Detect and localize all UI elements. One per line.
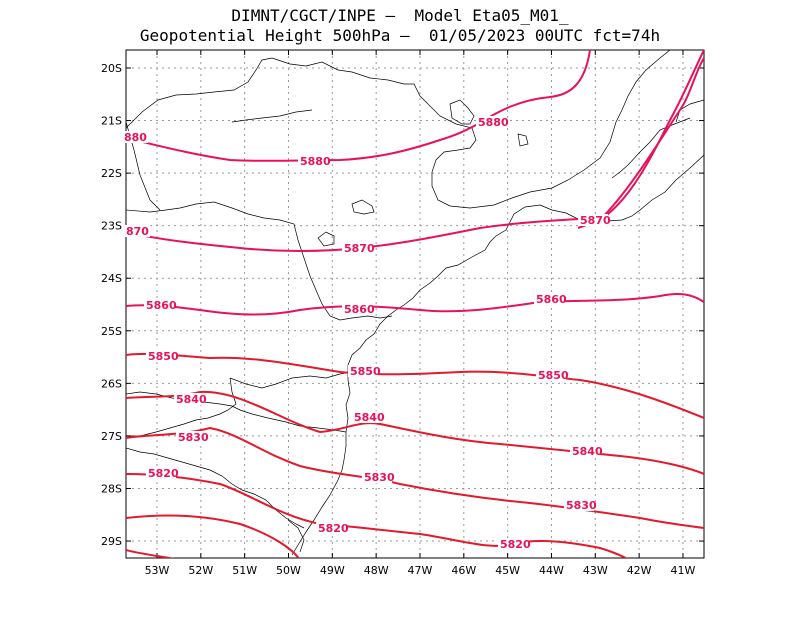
lon-label-44w: 44W xyxy=(539,564,564,577)
lat-label-28s: 28S xyxy=(101,482,122,495)
lat-label-22s: 22S xyxy=(101,167,122,180)
lat-label-29s: 29S xyxy=(101,535,122,548)
lon-label-46w: 46W xyxy=(451,564,476,577)
country-border-argentina xyxy=(126,377,237,437)
contour-5870-branch xyxy=(599,57,704,221)
contour-label-5850-b: 5850 xyxy=(350,365,381,378)
state-border-ms-pr xyxy=(126,201,393,321)
contour-label-5840-b: 5840 xyxy=(354,411,385,424)
contour-label-5850-c: 5850 xyxy=(538,369,569,382)
lon-label-48w: 48W xyxy=(364,564,389,577)
state-border-pr-sc xyxy=(229,371,353,389)
contour-label-5830-a: 5830 xyxy=(178,431,209,444)
lat-label-21s: 21S xyxy=(101,115,122,128)
reservoir-2 xyxy=(351,199,375,215)
lon-label-52w: 52W xyxy=(188,564,213,577)
contour-5810 xyxy=(126,514,300,558)
contour-5880 xyxy=(126,50,591,162)
contour-label-5840-c: 5840 xyxy=(572,445,603,458)
axis-ticks xyxy=(126,50,704,558)
contour-label-5830-c: 5830 xyxy=(566,499,597,512)
lat-label-23s: 23S xyxy=(101,220,122,233)
contour-5880-right xyxy=(577,50,704,229)
contour-5800 xyxy=(126,549,175,558)
longitude-labels: 53W 52W 51W 50W 49W 48W 47W 46W 45W 44W 43W 42W 41W xyxy=(145,564,696,577)
contour-label-5820-a: 5820 xyxy=(148,467,179,480)
lon-label-43w: 43W xyxy=(583,564,608,577)
state-border-ms-go xyxy=(126,57,427,129)
lon-label-53w: 53W xyxy=(145,564,170,577)
lon-label-45w: 45W xyxy=(495,564,520,577)
contour-5820 xyxy=(126,473,628,558)
contour-label-5850-a: 5850 xyxy=(148,350,179,363)
state-border-mg-ba xyxy=(611,117,691,179)
lat-label-20s: 20S xyxy=(101,62,122,75)
contour-labels: 880 5880 5880 870 5870 5870 5860 5860 58… xyxy=(122,116,611,551)
contour-label-5880-right: 5880 xyxy=(478,116,509,129)
contour-label-5860-a: 5860 xyxy=(146,299,177,312)
contour-label-5860-b: 5860 xyxy=(344,303,375,316)
contour-5860 xyxy=(126,293,704,316)
plot-frame xyxy=(125,49,705,559)
contour-label-5870-right: 5870 xyxy=(580,214,611,227)
lon-label-51w: 51W xyxy=(232,564,257,577)
contour-label-5840-a: 5840 xyxy=(176,393,207,406)
lat-label-25s: 25S xyxy=(101,325,122,338)
lon-label-47w: 47W xyxy=(408,564,433,577)
contour-5850 xyxy=(126,352,704,419)
state-border-mg-sp xyxy=(425,50,671,209)
reservoir-1 xyxy=(449,99,475,125)
contour-label-870: 870 xyxy=(126,225,149,238)
lat-label-24s: 24S xyxy=(101,272,122,285)
contour-5830 xyxy=(126,426,704,529)
coastline xyxy=(291,154,704,556)
reservoir-3 xyxy=(317,231,335,247)
contour-label-5870: 5870 xyxy=(344,242,375,255)
contour-label-5880: 5880 xyxy=(300,155,331,168)
lon-label-49w: 49W xyxy=(320,564,345,577)
lat-label-26s: 26S xyxy=(101,377,122,390)
title-line-1: DIMNT/CGCT/INPE – Model Eta05_M01_ xyxy=(231,6,569,25)
contour-label-880: 880 xyxy=(124,131,147,144)
boundaries xyxy=(126,50,704,556)
lon-label-41w: 41W xyxy=(671,564,696,577)
lon-label-42w: 42W xyxy=(627,564,652,577)
contour-5840 xyxy=(126,390,704,475)
title-line-2: Geopotential Height 500hPa – 01/05/2023 … xyxy=(139,26,661,45)
lat-label-27s: 27S xyxy=(101,430,122,443)
contour-label-5830-b: 5830 xyxy=(364,471,395,484)
contours xyxy=(126,50,704,558)
lagoa-dos-patos xyxy=(287,519,305,553)
reservoir-4 xyxy=(517,133,529,147)
contour-label-5860-c: 5860 xyxy=(536,293,567,306)
latitude-labels: 20S 21S 22S 23S 24S 25S 26S 27S 28S 29S xyxy=(101,62,122,548)
country-border-uruguay xyxy=(126,447,305,529)
contour-label-5820-c: 5820 xyxy=(500,538,531,551)
state-border-east xyxy=(675,99,704,123)
lon-label-50w: 50W xyxy=(276,564,301,577)
contour-label-5820-b: 5820 xyxy=(318,522,349,535)
state-border-ms-sp xyxy=(231,109,313,123)
